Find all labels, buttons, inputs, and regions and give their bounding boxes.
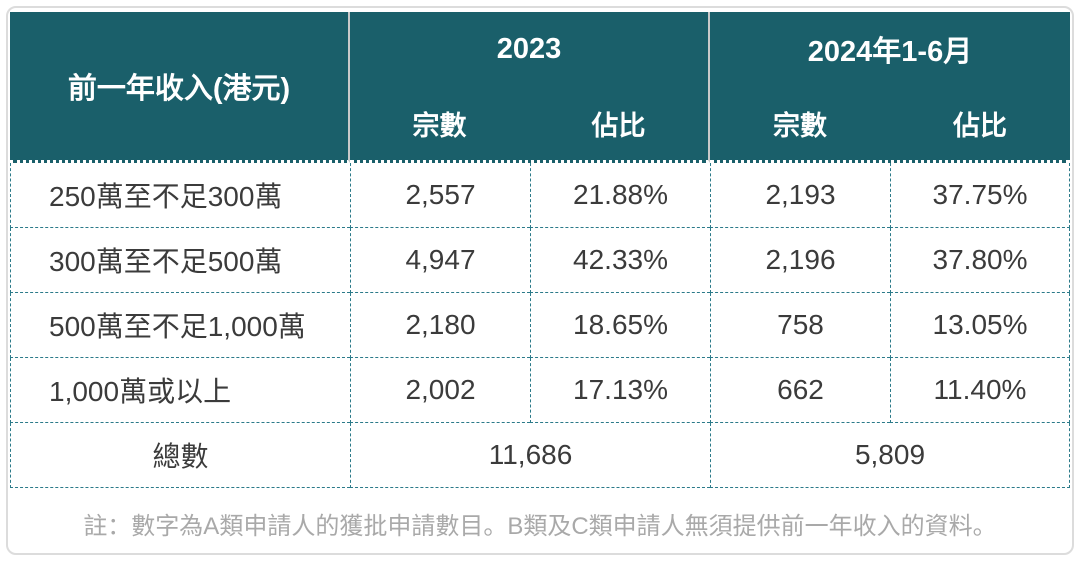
cell-2024-count: 758 [710, 293, 890, 358]
header-2024-share-label: 佔比 [953, 110, 1007, 141]
header-2023-count-label: 宗數 [412, 110, 467, 141]
header-2023-label: 2023 [496, 32, 562, 65]
header-2024-label: 2024年1-6月 [807, 36, 973, 68]
row-label: 500萬至不足1,000萬 [10, 293, 350, 358]
cell-2024-share: 37.80% [890, 228, 1070, 293]
header-2024-count-label: 宗數 [773, 110, 827, 141]
total-2024-value: 5,809 [710, 423, 1070, 488]
cell-2024-count: 2,196 [710, 228, 890, 293]
cell-2024-count: 2,193 [710, 163, 890, 228]
cell-2023-count: 2,180 [350, 293, 530, 358]
cell-2023-share: 17.13% [530, 358, 710, 423]
cell-2024-share: 13.05% [890, 293, 1070, 358]
row-label: 250萬至不足300萬 [10, 163, 350, 228]
header-group-2023: 2023 宗數 佔比 [350, 12, 710, 163]
cell-2023-count: 4,947 [350, 228, 530, 293]
cell-2023-share: 21.88% [530, 163, 710, 228]
cell-2024-share: 11.40% [890, 358, 1070, 423]
header-2023-share-label: 佔比 [591, 110, 646, 141]
cell-2023-share: 42.33% [530, 228, 710, 293]
row-label: 300萬至不足500萬 [10, 228, 350, 293]
cell-2024-share: 37.75% [890, 163, 1070, 228]
header-income-column: 前一年收入(港元) [10, 12, 350, 163]
header-income-label: 前一年收入(港元) [67, 73, 291, 105]
cell-2023-count: 2,557 [350, 163, 530, 228]
header-group-2024: 2024年1-6月 宗數 佔比 [710, 12, 1070, 163]
header-2024-subrow: 宗數 佔比 [710, 86, 1070, 160]
income-statistics-table: 前一年收入(港元) 2023 宗數 佔比 2024年1-6月 宗數 佔比 250… [10, 12, 1070, 548]
cell-2023-count: 2,002 [350, 358, 530, 423]
cell-2024-count: 662 [710, 358, 890, 423]
total-label: 總數 [10, 423, 350, 488]
footnote: 註：數字為A類申請人的獲批申請數目。B類及C類申請人無須提供前一年收入的資料。 [83, 512, 997, 540]
cell-2023-share: 18.65% [530, 293, 710, 358]
total-2023-value: 11,686 [350, 423, 710, 488]
header-2023-subrow: 宗數 佔比 [350, 86, 708, 160]
row-label: 1,000萬或以上 [10, 358, 350, 423]
